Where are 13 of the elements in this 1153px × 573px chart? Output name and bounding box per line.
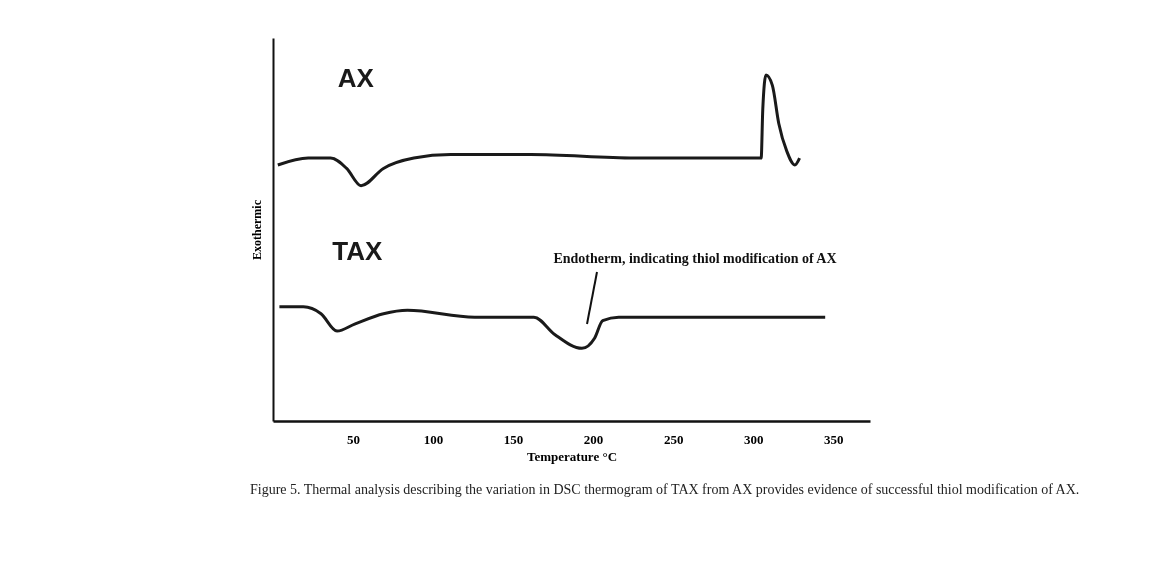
x-tick-label: 150 — [503, 431, 524, 447]
annotation: Endotherm, indicating thiol modification of AX — [553, 251, 837, 266]
text: AX — [337, 62, 375, 93]
x-axis-title: Temperature °C — [526, 448, 618, 464]
x-tick-label: 350 — [823, 431, 844, 447]
x-tick-label: 100 — [423, 431, 444, 447]
y-axis-title: Exothermic — [249, 199, 264, 260]
caption: Figure 5. Thermal analysis describing the variation in DSC thermogram of TAX from AX provides evidence of successful thiol modification of AX. — [250, 482, 1080, 497]
x-tick-label: 300 — [743, 431, 764, 447]
series-label: TAX — [332, 235, 384, 266]
x-tick-label: 250 — [663, 431, 684, 447]
x-tick-label: 200 — [583, 431, 604, 447]
x-tick-label: 50 — [347, 431, 361, 447]
